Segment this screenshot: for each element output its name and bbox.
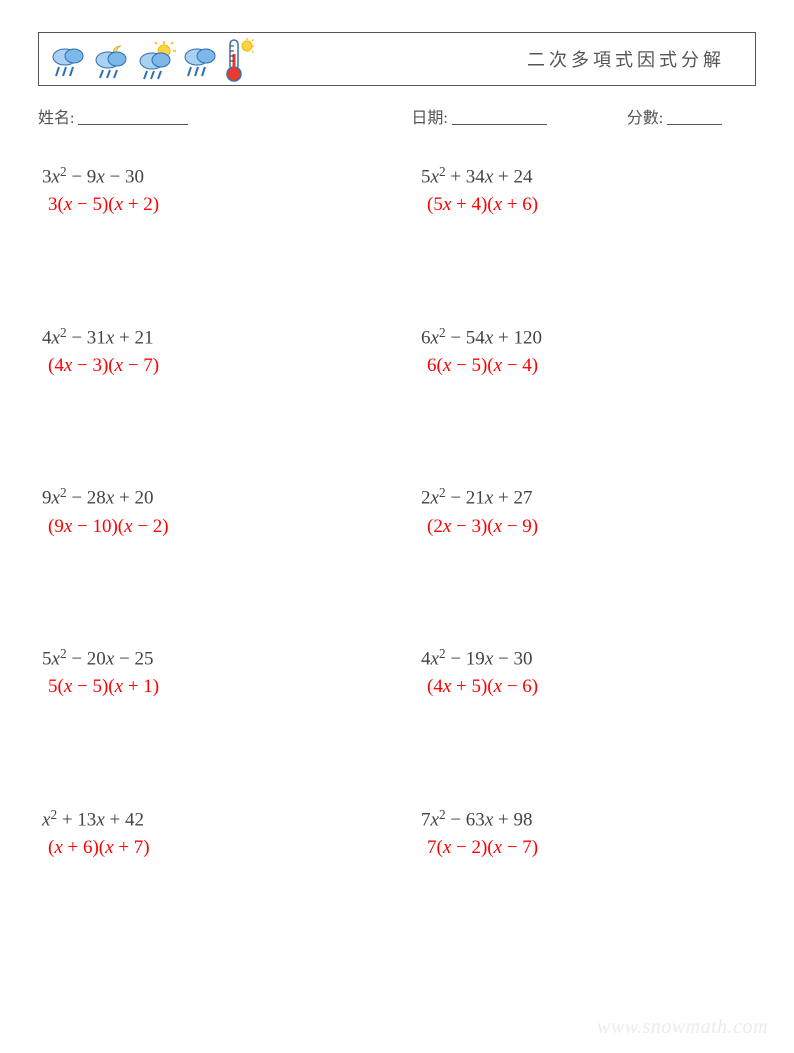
date-label: 日期: xyxy=(411,110,447,127)
problem-question: 9x2 − 28x + 20 xyxy=(42,483,399,512)
problem: 9x2 − 28x + 20 (9x − 10)(x − 2) xyxy=(42,483,399,540)
problem-question: 7x2 − 63x + 98 xyxy=(421,805,756,834)
problem: 2x2 − 21x + 27 (2x − 3)(x − 9) xyxy=(399,483,756,540)
problem: x2 + 13x + 42 (x + 6)(x + 7) xyxy=(42,805,399,862)
problem: 5x2 − 20x − 25 5(x − 5)(x + 1) xyxy=(42,644,399,701)
problem-answer: 5(x − 5)(x + 1) xyxy=(42,673,399,701)
problem: 6x2 − 54x + 120 6(x − 5)(x − 4) xyxy=(399,323,756,380)
problem-question: 4x2 − 31x + 21 xyxy=(42,323,399,352)
header-icons xyxy=(47,36,255,82)
name-blank xyxy=(78,109,188,125)
worksheet-title: 二次多項式因式分解 xyxy=(527,46,743,72)
score-label: 分數: xyxy=(627,110,663,127)
problem-answer: (4x + 5)(x − 6) xyxy=(421,673,756,701)
problem: 5x2 + 34x + 24 (5x + 4)(x + 6) xyxy=(399,162,756,219)
name-label: 姓名: xyxy=(38,110,74,127)
problem-question: 3x2 − 9x − 30 xyxy=(42,162,399,191)
rain-cloud-icon xyxy=(47,40,89,82)
problem-answer: 3(x − 5)(x + 2) xyxy=(42,191,399,219)
problem: 4x2 − 19x − 30 (4x + 5)(x − 6) xyxy=(399,644,756,701)
problem-answer: (5x + 4)(x + 6) xyxy=(421,191,756,219)
problem-answer: 6(x − 5)(x − 4) xyxy=(421,352,756,380)
problem: 3x2 − 9x − 30 3(x − 5)(x + 2) xyxy=(42,162,399,219)
problem-question: 4x2 − 19x − 30 xyxy=(421,644,756,673)
moon-rain-cloud-icon xyxy=(91,40,133,82)
date-blank xyxy=(452,109,547,125)
info-row: 姓名: 日期: 分數: xyxy=(38,104,756,128)
watermark: www.snowmath.com xyxy=(597,1016,768,1039)
problem-question: 5x2 + 34x + 24 xyxy=(421,162,756,191)
problem-question: x2 + 13x + 42 xyxy=(42,805,399,834)
rain-cloud-icon xyxy=(179,40,221,82)
problem: 7x2 − 63x + 98 7(x − 2)(x − 7) xyxy=(399,805,756,862)
problem-answer: (2x − 3)(x − 9) xyxy=(421,513,756,541)
problems-grid: 3x2 − 9x − 30 3(x − 5)(x + 2) 5x2 + 34x … xyxy=(38,162,756,862)
problem: 4x2 − 31x + 21 (4x − 3)(x − 7) xyxy=(42,323,399,380)
sun-rain-cloud-icon xyxy=(135,40,177,82)
problem-question: 5x2 − 20x − 25 xyxy=(42,644,399,673)
problem-question: 6x2 − 54x + 120 xyxy=(421,323,756,352)
thermometer-sun-icon xyxy=(223,36,255,82)
problem-answer: (x + 6)(x + 7) xyxy=(42,834,399,862)
problem-answer: 7(x − 2)(x − 7) xyxy=(421,834,756,862)
problem-question: 2x2 − 21x + 27 xyxy=(421,483,756,512)
problem-answer: (9x − 10)(x − 2) xyxy=(42,513,399,541)
header-box: 二次多項式因式分解 xyxy=(38,32,756,86)
score-blank xyxy=(667,109,722,125)
problem-answer: (4x − 3)(x − 7) xyxy=(42,352,399,380)
